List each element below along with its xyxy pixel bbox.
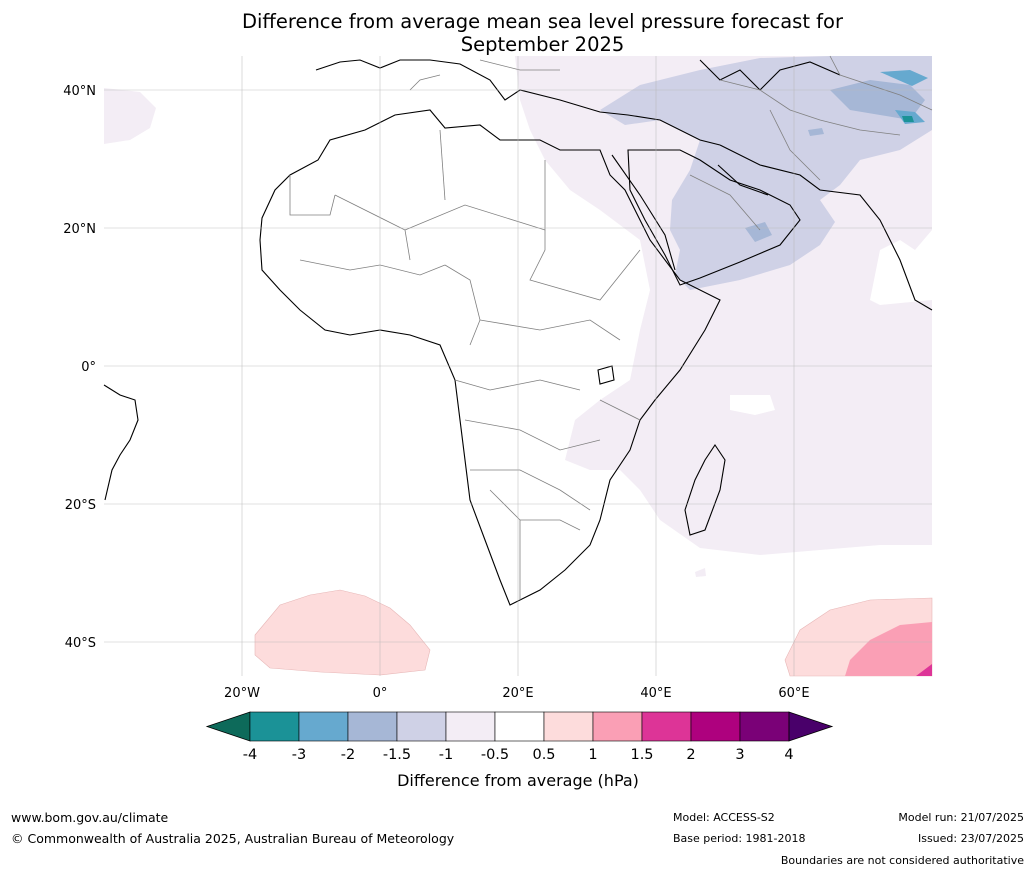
title-line-2: September 2025 [460,33,625,56]
colorbar-swatch [445,711,496,742]
colorbar-swatches [205,711,834,742]
colorbar-swatch [396,711,447,742]
colorbar-swatch [592,711,643,742]
lon-label-20e: 20°E [502,686,533,701]
title-line-1: Difference from average mean sea level p… [242,10,843,33]
lat-label-40s: 40°S [65,636,96,651]
colorbar-swatch [249,711,300,742]
colorbar-tick-label: -1 [439,747,453,763]
longitude-labels: 20°W 0° 20°E 40°E 60°E [224,686,810,701]
colorbar-swatch [543,711,594,742]
gridlines [104,56,932,676]
forecast-map[interactable]: 40°N 20°N 0° 20°S 40°S 20°W 0° 20°E 40°E… [0,0,1035,720]
latitude-labels: 40°N 20°N 0° 20°S 40°S [63,84,96,651]
colorbar-tick-label: 0.5 [532,747,555,763]
model-run-text: Model run: 21/07/2025 [898,811,1024,824]
colorbar-tick-label: 1 [588,747,597,763]
disclaimer-text: Boundaries are not considered authoritat… [780,854,1024,867]
lon-label-20w: 20°W [224,686,260,701]
page-title: Difference from average mean sea level p… [0,10,1035,56]
lon-label-60e: 60°E [778,686,809,701]
colorbar-tick-label: 3 [735,747,744,763]
colorbar-tick-label: -2 [341,747,355,763]
lat-label-0: 0° [81,360,96,375]
country-borders [289,55,933,600]
copyright-text: © Commonwealth of Australia 2025, Austra… [11,831,455,846]
colorbar-swatch [347,711,398,742]
colorbar-tick-label: -1.5 [383,747,411,763]
colorbar-tick-label: -3 [292,747,306,763]
colorbar-tick-label: 2 [686,747,695,763]
colorbar-ticks: -4 -3 -2 -1.5 -1 -0.5 0.5 1 1.5 2 3 4 [243,747,794,763]
lat-label-20s: 20°S [65,498,96,513]
website-link[interactable]: www.bom.gov.au/climate [11,810,169,825]
anomaly-shading [104,56,933,677]
colorbar-extend-high [788,711,834,742]
colorbar-tick-label: 4 [784,747,793,763]
colorbar-swatch [690,711,741,742]
colorbar-tick-label: -0.5 [481,747,509,763]
colorbar-legend: -4 -3 -2 -1.5 -1 -0.5 0.5 1 1.5 2 3 4 Difference fr… [205,711,834,790]
colorbar-swatch [494,711,545,742]
lat-label-40n: 40°N [63,84,96,99]
colorbar-swatch [298,711,349,742]
colorbar-label: Difference from average (hPa) [397,771,639,790]
issued-text: Issued: 23/07/2025 [917,832,1024,845]
colorbar-extend-low [205,711,251,742]
colorbar-tick-label: -4 [243,747,257,763]
colorbar-swatch [739,711,790,742]
lon-label-40e: 40°E [640,686,671,701]
lon-label-0: 0° [373,686,388,701]
colorbar-tick-label: 1.5 [630,747,653,763]
model-text: Model: ACCESS-S2 [673,811,775,824]
base-period-text: Base period: 1981-2018 [673,832,806,845]
colorbar-swatch [641,711,692,742]
lat-label-20n: 20°N [63,222,96,237]
